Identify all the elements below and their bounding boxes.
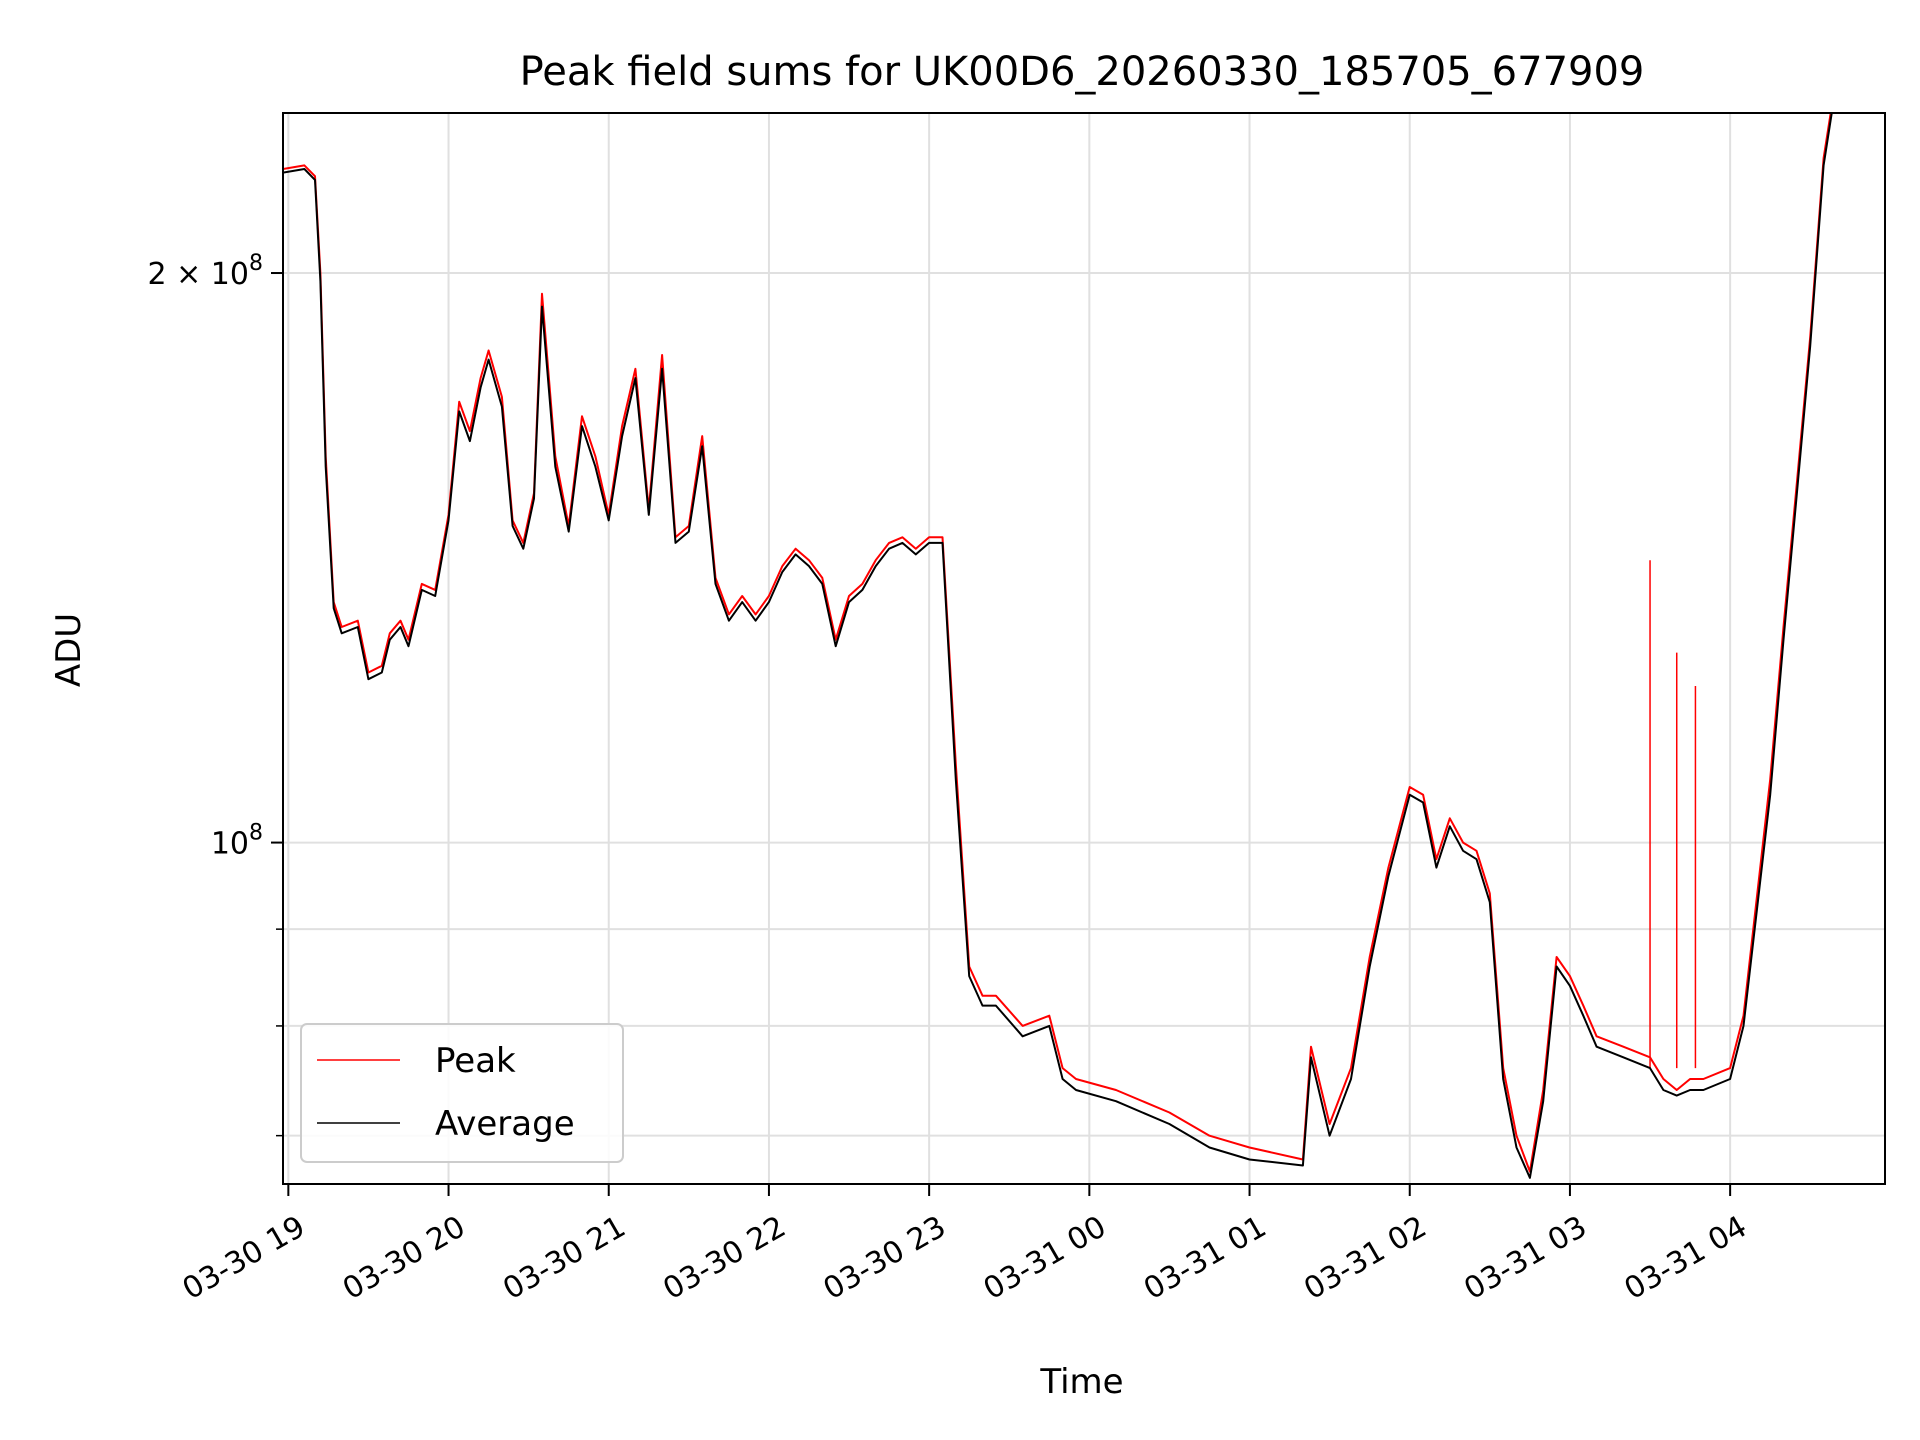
plot-frame	[282, 112, 1886, 1185]
y-axis-label: ADU	[49, 613, 89, 687]
legend-label-average: Average	[435, 1104, 575, 1144]
series-line-average	[283, 113, 1833, 1179]
y-tick-label: 108	[211, 821, 263, 862]
y-tick-label: 2 × 108	[148, 251, 263, 292]
legend-box	[300, 1023, 624, 1163]
legend: Peak Average	[300, 1023, 624, 1163]
grid	[283, 113, 1885, 1184]
x-axis-label: Time	[1039, 1362, 1123, 1402]
series-layer	[283, 113, 1833, 1179]
y-axis: 108 2 × 108	[148, 251, 283, 1137]
series-line-peak	[283, 113, 1832, 1173]
chart-title: Peak field sums for UK00D6_20260330_1857…	[520, 49, 1645, 95]
legend-label-peak: Peak	[435, 1041, 516, 1081]
